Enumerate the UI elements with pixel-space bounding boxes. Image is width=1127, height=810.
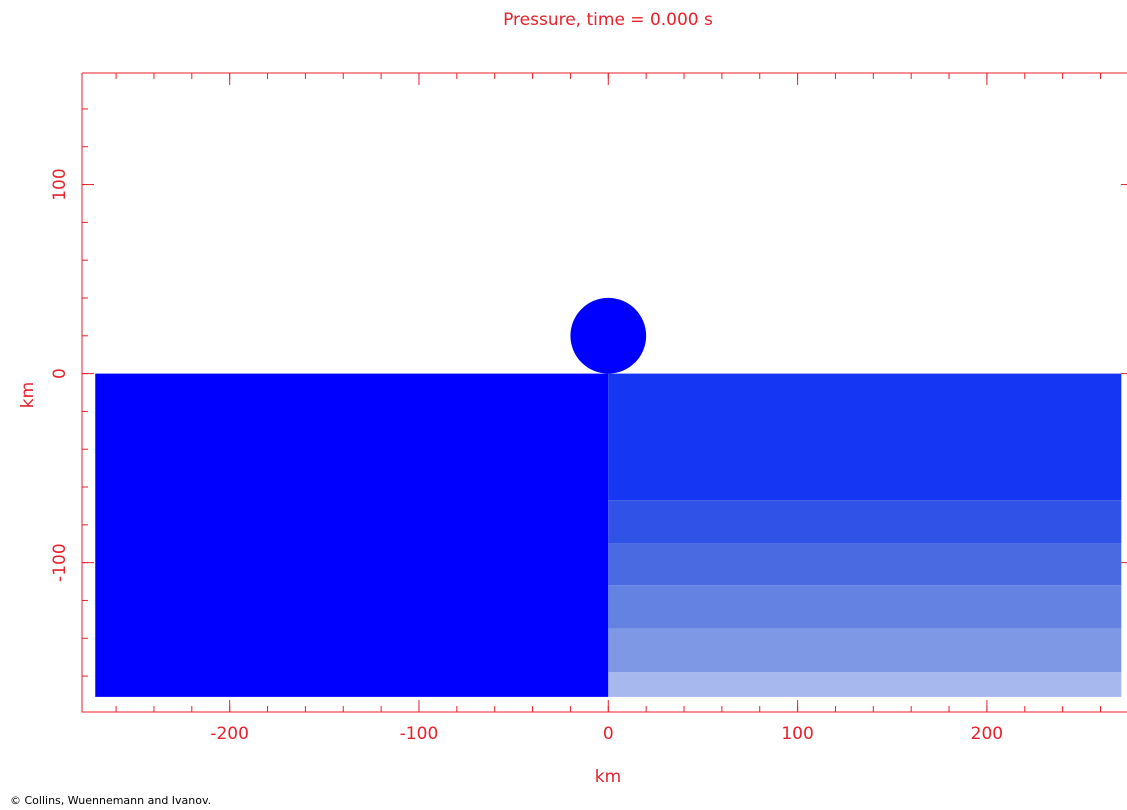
y-axis-label: km bbox=[18, 382, 38, 408]
material-region bbox=[608, 373, 1122, 501]
material-region bbox=[608, 672, 1122, 697]
x-tick-label: -100 bbox=[400, 724, 439, 744]
x-tick-label: -200 bbox=[210, 724, 249, 744]
x-tick-label: 0 bbox=[603, 724, 614, 744]
material-region bbox=[608, 585, 1122, 629]
x-tick-label: 200 bbox=[971, 724, 1003, 744]
x-tick-label: 100 bbox=[781, 724, 813, 744]
material-region bbox=[608, 543, 1122, 586]
material-region bbox=[95, 373, 609, 697]
y-tick-label: 100 bbox=[50, 168, 70, 200]
material-region bbox=[608, 500, 1122, 544]
material-region bbox=[608, 628, 1122, 673]
chart-title: Pressure, time = 0.000 s bbox=[503, 10, 713, 30]
y-tick-label: 0 bbox=[50, 368, 70, 379]
y-tick-label: -100 bbox=[50, 543, 70, 582]
x-axis-label: km bbox=[595, 767, 621, 787]
impactor bbox=[570, 297, 647, 374]
footer: © Collins, Wuennemann and Ivanov. bbox=[10, 794, 211, 807]
